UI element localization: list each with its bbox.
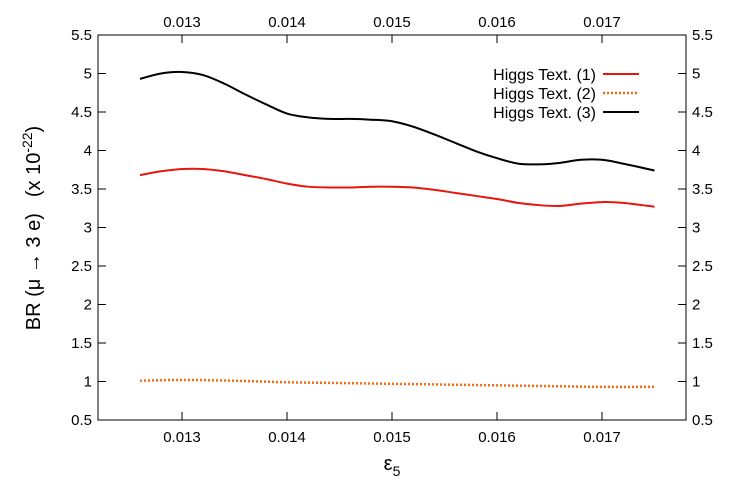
x-tick-label-top: 0.014 (268, 14, 306, 31)
ticks: 0.5 0.5 1 1 1.5 1.5 2 2 2.5 2.5 3 3 3.5 3.5 4 4 4.5 4.5 5 5… (71, 14, 713, 446)
y-tick-label-left: 5 (84, 66, 92, 83)
x-tick-label-top: 0.015 (373, 14, 411, 31)
legend-label-1: Higgs Text. (1) (493, 67, 596, 84)
y-tick-label-right: 4 (692, 143, 700, 160)
plot-frame (97, 34, 687, 421)
y-tick-label-right: 5.5 (692, 27, 713, 44)
y-tick-label-right: 5 (692, 66, 700, 83)
y-tick-label-right: 1 (692, 374, 700, 391)
y-tick-label-right: 0.5 (692, 412, 713, 429)
y-axis-title: BR (μ → 3 e)(x 10-22) (19, 126, 45, 330)
y-tick-label-left: 4 (84, 143, 92, 160)
x-tick-label-bottom: 0.014 (268, 429, 306, 446)
y-tick-label-right: 2 (692, 297, 700, 314)
x-tick-label-bottom: 0.013 (163, 429, 201, 446)
x-tick-label-bottom: 0.015 (373, 429, 411, 446)
x-tick-label-bottom: 0.016 (478, 429, 516, 446)
y-tick-label-right: 2.5 (692, 258, 713, 275)
x-tick-label-top: 0.017 (583, 14, 621, 31)
y-tick-label-left: 5.5 (71, 27, 92, 44)
x-tick-label-bottom: 0.017 (583, 429, 621, 446)
y-tick-label-left: 1.5 (71, 335, 92, 352)
y-tick-label-right: 3.5 (692, 181, 713, 198)
series-line-3 (139, 70, 655, 172)
x-axis-title: ε5 (384, 453, 401, 479)
y-tick-label-left: 0.5 (71, 412, 92, 429)
y-tick-label-left: 3 (84, 220, 92, 237)
legend-label-2: Higgs Text. (2) (493, 86, 596, 103)
series-line-1 (139, 167, 655, 208)
y-tick-label-left: 4.5 (71, 104, 92, 121)
y-tick-label-left: 2 (84, 297, 92, 314)
y-tick-label-left: 1 (84, 374, 92, 391)
y-tick-label-left: 3.5 (71, 181, 92, 198)
y-tick-label-right: 1.5 (692, 335, 713, 352)
x-tick-label-top: 0.016 (478, 14, 516, 31)
series-lines (139, 70, 655, 389)
y-tick-label-left: 2.5 (71, 258, 92, 275)
x-axis-title-subscript: 5 (393, 463, 401, 479)
y-tick-label-right: 4.5 (692, 104, 713, 121)
series-line-2 (139, 378, 655, 389)
y-tick-label-right: 3 (692, 220, 700, 237)
x-tick-label-top: 0.013 (163, 14, 201, 31)
y-axis-exponent: -22 (19, 132, 35, 152)
legend-label-3: Higgs Text. (3) (493, 105, 596, 122)
legend: Higgs Text. (1) Higgs Text. (2) Higgs Text… (493, 67, 639, 122)
